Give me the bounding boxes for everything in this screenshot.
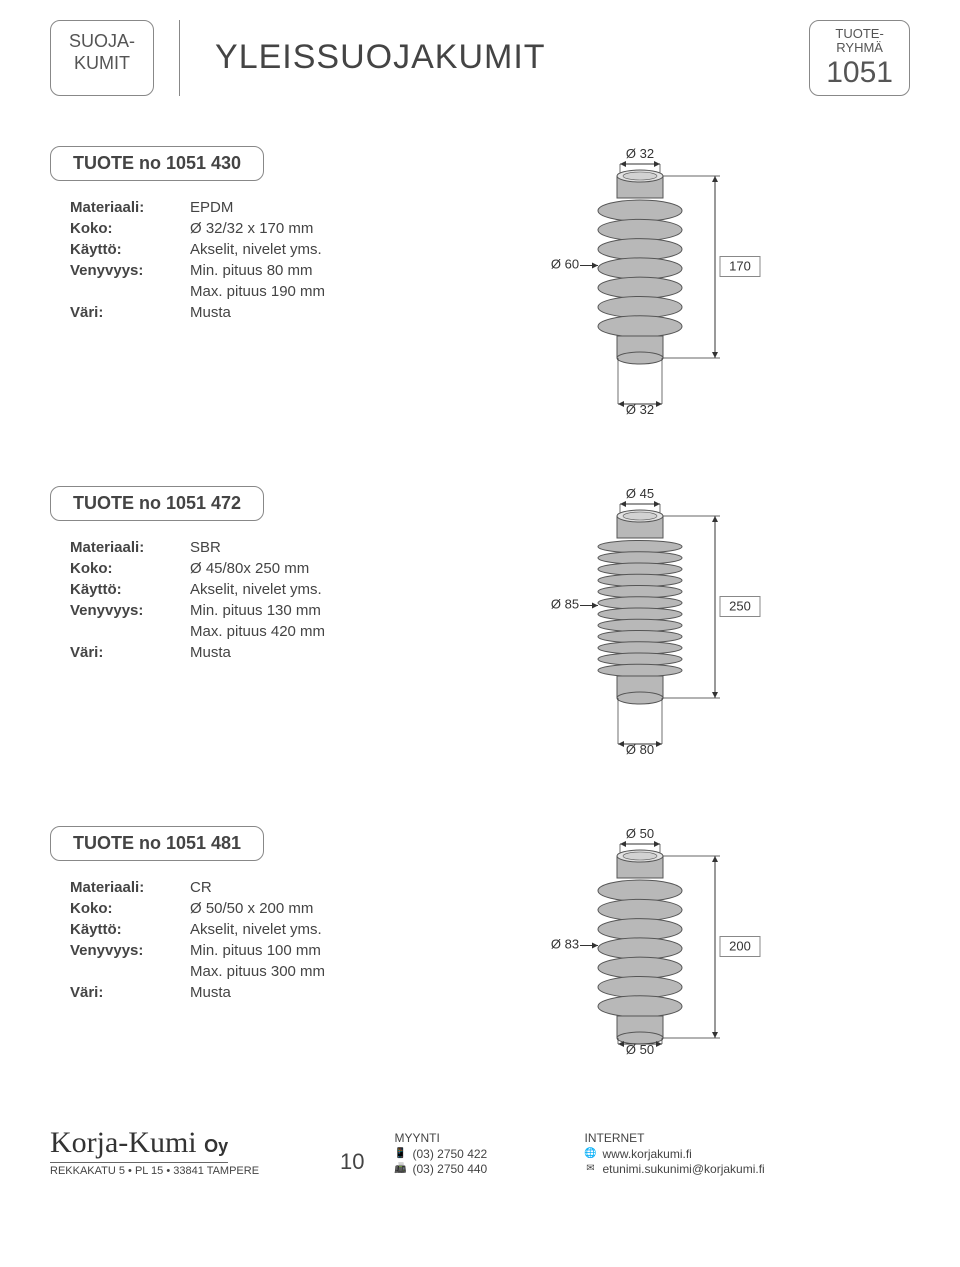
- phone-number: (03) 2750 422: [412, 1147, 487, 1161]
- value-venyvyys2: Max. pituus 300 mm: [190, 963, 450, 980]
- sales-heading: MYYNTI: [394, 1131, 584, 1145]
- email-address: etunimi.sukunimi@korjakumi.fi: [602, 1162, 764, 1176]
- value-venyvyys2: Max. pituus 190 mm: [190, 283, 450, 300]
- header-category-box: SUOJA- KUMIT: [50, 20, 154, 96]
- page-footer: Korja-Kumi Oy REKKAKATU 5 • PL 15 • 3384…: [50, 1126, 910, 1177]
- fax-icon: 📠: [394, 1163, 406, 1175]
- mail-icon: ✉: [584, 1163, 596, 1175]
- product-diagram: Ø 32 Ø 60 170 Ø 32: [450, 146, 910, 426]
- value-vari: Musta: [190, 644, 450, 661]
- header-divider: [179, 20, 180, 96]
- svg-text:Ø 32: Ø 32: [626, 146, 654, 161]
- value-materiaali: SBR: [190, 539, 450, 556]
- label-koko: Koko:: [70, 560, 190, 577]
- spec-table: Materiaali:EPDM Koko:Ø 32/32 x 170 mm Kä…: [50, 199, 450, 321]
- value-koko: Ø 45/80x 250 mm: [190, 560, 450, 577]
- svg-text:250: 250: [729, 598, 751, 613]
- label-kaytto: Käyttö:: [70, 241, 190, 258]
- page-header: SUOJA- KUMIT YLEISSUOJAKUMIT TUOTE- RYHM…: [50, 20, 910, 96]
- footer-sales-col: MYYNTI 📱 (03) 2750 422 📠 (03) 2750 440: [394, 1131, 584, 1177]
- globe-icon: 🌐: [584, 1148, 596, 1160]
- company-logo: Korja-Kumi Oy: [50, 1126, 228, 1163]
- page-number: 10: [310, 1149, 394, 1177]
- label-venyvyys: Venyvyys:: [70, 262, 190, 279]
- header-title: YLEISSUOJAKUMIT: [205, 20, 809, 96]
- value-venyvyys1: Min. pituus 80 mm: [190, 262, 450, 279]
- header-category-line1: SUOJA-: [69, 31, 135, 53]
- header-group-line2: RYHMÄ: [826, 41, 893, 55]
- product-title: TUOTE no 1051 430: [50, 146, 264, 181]
- value-kaytto: Akselit, nivelet yms.: [190, 581, 450, 598]
- label-vari: Väri:: [70, 644, 190, 661]
- value-koko: Ø 32/32 x 170 mm: [190, 220, 450, 237]
- value-vari: Musta: [190, 304, 450, 321]
- fax-number: (03) 2750 440: [412, 1162, 487, 1176]
- logo-suffix: Oy: [204, 1136, 228, 1156]
- value-venyvyys1: Min. pituus 100 mm: [190, 942, 450, 959]
- phone-icon: 📱: [394, 1148, 406, 1160]
- product-title: TUOTE no 1051 481: [50, 826, 264, 861]
- value-materiaali: EPDM: [190, 199, 450, 216]
- web-address: www.korjakumi.fi: [602, 1147, 691, 1161]
- svg-text:Ø 45: Ø 45: [626, 486, 654, 501]
- product-diagram: Ø 45 Ø 85 250 Ø 80: [450, 486, 910, 766]
- footer-internet-col: INTERNET 🌐 www.korjakumi.fi ✉ etunimi.su…: [584, 1131, 844, 1177]
- svg-text:Ø 60: Ø 60: [551, 256, 579, 271]
- svg-text:170: 170: [729, 258, 751, 273]
- svg-text:200: 200: [729, 938, 751, 953]
- value-materiaali: CR: [190, 879, 450, 896]
- label-vari: Väri:: [70, 304, 190, 321]
- label-koko: Koko:: [70, 220, 190, 237]
- label-venyvyys: Venyvyys:: [70, 942, 190, 959]
- value-kaytto: Akselit, nivelet yms.: [190, 921, 450, 938]
- spec-table: Materiaali:SBR Koko:Ø 45/80x 250 mm Käyt…: [50, 539, 450, 661]
- company-address: REKKAKATU 5 • PL 15 • 33841 TAMPERE: [50, 1165, 310, 1177]
- value-venyvyys2: Max. pituus 420 mm: [190, 623, 450, 640]
- value-vari: Musta: [190, 984, 450, 1001]
- svg-text:Ø 85: Ø 85: [551, 596, 579, 611]
- label-materiaali: Materiaali:: [70, 539, 190, 556]
- footer-company: Korja-Kumi Oy REKKAKATU 5 • PL 15 • 3384…: [50, 1126, 310, 1177]
- product-block: TUOTE no 1051 472 Materiaali:SBR Koko:Ø …: [50, 486, 910, 766]
- label-venyvyys: Venyvyys:: [70, 602, 190, 619]
- product-diagram: Ø 50 Ø 83 200 Ø 50: [450, 826, 910, 1066]
- spec-table: Materiaali:CR Koko:Ø 50/50 x 200 mm Käyt…: [50, 879, 450, 1001]
- svg-text:Ø 83: Ø 83: [551, 936, 579, 951]
- value-kaytto: Akselit, nivelet yms.: [190, 241, 450, 258]
- value-koko: Ø 50/50 x 200 mm: [190, 900, 450, 917]
- header-group-line1: TUOTE-: [826, 27, 893, 41]
- logo-text: Korja-Kumi: [50, 1126, 197, 1159]
- product-title: TUOTE no 1051 472: [50, 486, 264, 521]
- header-group-number: 1051: [826, 56, 893, 89]
- product-block: TUOTE no 1051 430 Materiaali:EPDM Koko:Ø…: [50, 146, 910, 426]
- label-materiaali: Materiaali:: [70, 879, 190, 896]
- label-koko: Koko:: [70, 900, 190, 917]
- value-venyvyys1: Min. pituus 130 mm: [190, 602, 450, 619]
- product-block: TUOTE no 1051 481 Materiaali:CR Koko:Ø 5…: [50, 826, 910, 1066]
- svg-text:Ø 50: Ø 50: [626, 826, 654, 841]
- label-materiaali: Materiaali:: [70, 199, 190, 216]
- label-kaytto: Käyttö:: [70, 921, 190, 938]
- header-category-line2: KUMIT: [69, 53, 135, 75]
- label-vari: Väri:: [70, 984, 190, 1001]
- label-kaytto: Käyttö:: [70, 581, 190, 598]
- header-group-box: TUOTE- RYHMÄ 1051: [809, 20, 910, 96]
- internet-heading: INTERNET: [584, 1131, 844, 1145]
